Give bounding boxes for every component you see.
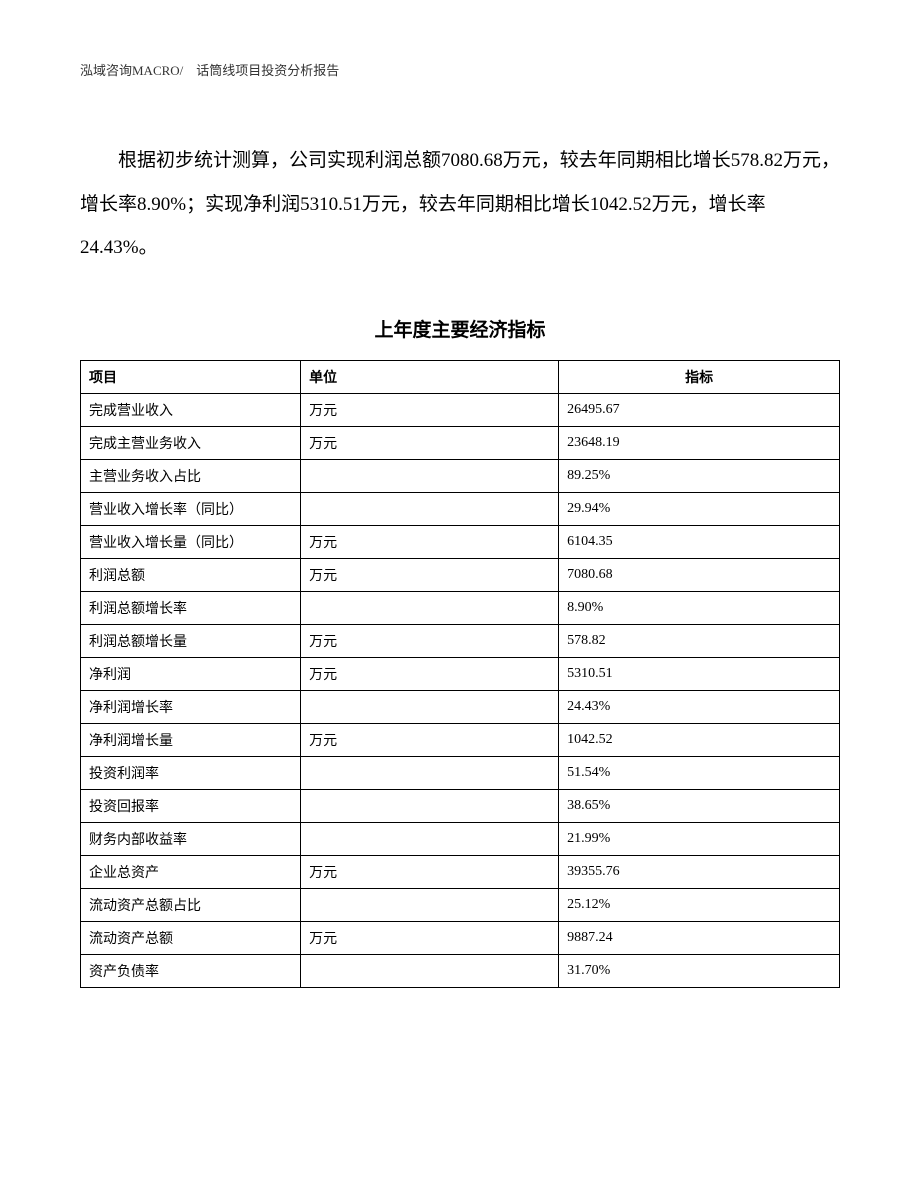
table-cell: 万元: [301, 856, 559, 889]
table-cell: 8.90%: [559, 592, 840, 625]
table-cell: 流动资产总额占比: [81, 889, 301, 922]
table-cell: 万元: [301, 658, 559, 691]
table-row: 资产负债率 31.70%: [81, 955, 840, 988]
table-cell: 7080.68: [559, 559, 840, 592]
table-cell: 利润总额: [81, 559, 301, 592]
table-cell: 利润总额增长量: [81, 625, 301, 658]
table-cell: 资产负债率: [81, 955, 301, 988]
table-cell: 企业总资产: [81, 856, 301, 889]
table-row: 营业收入增长量（同比）万元6104.35: [81, 526, 840, 559]
table-cell: 万元: [301, 559, 559, 592]
table-row: 主营业务收入占比 89.25%: [81, 460, 840, 493]
column-header-unit: 单位: [301, 361, 559, 394]
table-cell: 38.65%: [559, 790, 840, 823]
table-row: 流动资产总额占比 25.12%: [81, 889, 840, 922]
table-cell: 21.99%: [559, 823, 840, 856]
table-cell: 6104.35: [559, 526, 840, 559]
page-header: 泓域咨询MACRO/ 话筒线项目投资分析报告: [80, 60, 840, 79]
table-cell: 营业收入增长量（同比）: [81, 526, 301, 559]
column-header-value: 指标: [559, 361, 840, 394]
table-row: 完成营业收入万元26495.67: [81, 394, 840, 427]
table-cell: 578.82: [559, 625, 840, 658]
table-cell: 财务内部收益率: [81, 823, 301, 856]
table-cell: [301, 592, 559, 625]
table-row: 利润总额增长率 8.90%: [81, 592, 840, 625]
table-cell: 营业收入增长率（同比）: [81, 493, 301, 526]
table-cell: 万元: [301, 724, 559, 757]
summary-paragraph: 根据初步统计测算，公司实现利润总额7080.68万元，较去年同期相比增长578.…: [80, 139, 840, 270]
table-cell: 9887.24: [559, 922, 840, 955]
table-cell: 净利润增长率: [81, 691, 301, 724]
table-cell: 利润总额增长率: [81, 592, 301, 625]
table-cell: [301, 691, 559, 724]
table-cell: 31.70%: [559, 955, 840, 988]
table-title: 上年度主要经济指标: [80, 315, 840, 342]
table-row: 企业总资产万元39355.76: [81, 856, 840, 889]
table-cell: [301, 823, 559, 856]
table-cell: 万元: [301, 427, 559, 460]
table-row: 利润总额万元7080.68: [81, 559, 840, 592]
table-cell: 万元: [301, 922, 559, 955]
table-cell: 29.94%: [559, 493, 840, 526]
table-row: 净利润万元5310.51: [81, 658, 840, 691]
table-cell: 投资回报率: [81, 790, 301, 823]
table-cell: [301, 493, 559, 526]
table-header-row: 项目 单位 指标: [81, 361, 840, 394]
table-cell: 流动资产总额: [81, 922, 301, 955]
table-cell: 万元: [301, 625, 559, 658]
table-cell: 主营业务收入占比: [81, 460, 301, 493]
table-cell: 完成营业收入: [81, 394, 301, 427]
table-cell: 5310.51: [559, 658, 840, 691]
table-cell: 25.12%: [559, 889, 840, 922]
table-cell: 24.43%: [559, 691, 840, 724]
table-cell: 完成主营业务收入: [81, 427, 301, 460]
table-row: 投资回报率 38.65%: [81, 790, 840, 823]
table-cell: [301, 955, 559, 988]
table-cell: 1042.52: [559, 724, 840, 757]
table-cell: [301, 889, 559, 922]
table-cell: [301, 460, 559, 493]
table-row: 流动资产总额万元9887.24: [81, 922, 840, 955]
table-row: 净利润增长量万元1042.52: [81, 724, 840, 757]
column-header-item: 项目: [81, 361, 301, 394]
table-cell: 净利润: [81, 658, 301, 691]
table-cell: 51.54%: [559, 757, 840, 790]
table-cell: 39355.76: [559, 856, 840, 889]
table-cell: 23648.19: [559, 427, 840, 460]
table-row: 营业收入增长率（同比） 29.94%: [81, 493, 840, 526]
table-row: 投资利润率 51.54%: [81, 757, 840, 790]
table-cell: 万元: [301, 526, 559, 559]
economic-indicators-table: 项目 单位 指标 完成营业收入万元26495.67完成主营业务收入万元23648…: [80, 360, 840, 988]
table-cell: 89.25%: [559, 460, 840, 493]
table-cell: [301, 790, 559, 823]
table-row: 完成主营业务收入万元23648.19: [81, 427, 840, 460]
table-row: 净利润增长率 24.43%: [81, 691, 840, 724]
table-cell: 26495.67: [559, 394, 840, 427]
table-cell: [301, 757, 559, 790]
table-row: 财务内部收益率 21.99%: [81, 823, 840, 856]
table-cell: 净利润增长量: [81, 724, 301, 757]
table-cell: 投资利润率: [81, 757, 301, 790]
table-row: 利润总额增长量万元578.82: [81, 625, 840, 658]
table-cell: 万元: [301, 394, 559, 427]
